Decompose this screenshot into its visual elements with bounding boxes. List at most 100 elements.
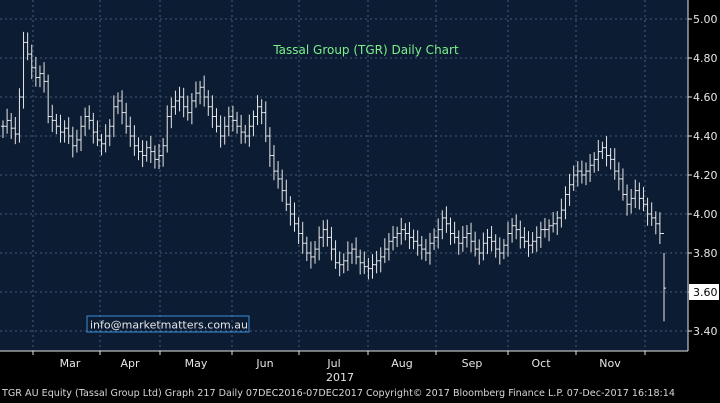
- price-bar: [132, 125, 137, 156]
- price-bar: [620, 168, 625, 201]
- price-bar: [83, 107, 88, 136]
- price-bar: [263, 101, 268, 143]
- x-tick-label: Nov: [599, 357, 621, 370]
- price-bar: [239, 114, 244, 144]
- watermark-box: [86, 315, 250, 333]
- price-bar: [226, 106, 231, 137]
- price-bar: [177, 86, 182, 112]
- price-bar: [551, 212, 556, 233]
- price-bar: [308, 241, 313, 269]
- price-bar: [251, 110, 256, 137]
- price-bar: [42, 62, 47, 93]
- price-bar: [341, 253, 346, 274]
- price-bar: [662, 233, 666, 322]
- price-bar: [1, 120, 5, 138]
- price-bar: [657, 212, 662, 244]
- price-bar: [637, 182, 642, 210]
- x-tick-label: Oct: [531, 357, 551, 370]
- price-bar: [325, 219, 330, 247]
- price-bar: [641, 186, 646, 212]
- price-bar: [58, 114, 63, 143]
- price-bar: [259, 99, 264, 125]
- price-bar: [317, 226, 322, 261]
- price-bar: [362, 251, 367, 275]
- price-bar: [571, 165, 576, 191]
- price-bar: [181, 87, 186, 118]
- watermark-text: info@marketmatters.com.au: [90, 319, 248, 332]
- price-bar: [214, 108, 219, 133]
- price-bar: [563, 186, 568, 220]
- price-bar: [382, 238, 387, 264]
- price-bar: [547, 219, 552, 242]
- price-bar: [370, 254, 375, 279]
- price-bar: [415, 230, 420, 256]
- price-bar: [288, 196, 293, 226]
- price-bar: [25, 32, 30, 61]
- price-bar: [653, 211, 658, 235]
- price-bar: [469, 222, 474, 253]
- price-bar: [157, 143, 162, 170]
- price-bar: [493, 234, 498, 258]
- price-bar: [407, 221, 412, 250]
- price-bar: [464, 225, 469, 248]
- price-bar: [452, 221, 457, 244]
- y-tick-label: 4.80: [693, 52, 718, 65]
- price-bar: [592, 152, 597, 173]
- y-axis: 5.004.804.604.404.204.003.803.603.403.60: [687, 0, 719, 351]
- price-bar: [337, 251, 342, 277]
- price-bar: [378, 247, 383, 273]
- price-bar: [296, 217, 301, 245]
- price-bar: [271, 145, 276, 181]
- chart-title: Tassal Group (TGR) Daily Chart: [272, 43, 459, 57]
- price-bar: [247, 114, 252, 147]
- price-bar: [448, 217, 453, 245]
- price-bar: [444, 206, 449, 233]
- price-bar: [559, 198, 564, 228]
- price-bar: [136, 137, 141, 161]
- price-bar: [79, 115, 84, 152]
- price-bar: [193, 81, 198, 108]
- price-bar: [481, 232, 486, 261]
- price-bar: [128, 116, 133, 147]
- price-bar: [87, 105, 92, 130]
- price-bar: [358, 249, 363, 275]
- price-bar: [321, 220, 326, 248]
- y-tick-label: 4.60: [693, 91, 718, 104]
- x-tick-label: Aug: [391, 357, 412, 370]
- price-bar: [505, 221, 510, 257]
- price-bar: [99, 133, 104, 156]
- price-bar: [66, 117, 71, 145]
- price-bar: [354, 237, 359, 265]
- price-bar: [530, 232, 535, 254]
- price-bar: [185, 95, 190, 121]
- price-bar: [575, 161, 580, 187]
- price-bar: [510, 218, 515, 243]
- price-bar: [198, 80, 203, 105]
- price-bar: [161, 138, 166, 167]
- price-bar: [423, 238, 428, 262]
- price-bar: [608, 148, 613, 170]
- price-bar: [427, 232, 432, 265]
- price-bar: [345, 241, 350, 271]
- price-bar: [596, 139, 601, 172]
- price-bar: [304, 236, 309, 262]
- price-bar: [300, 221, 305, 254]
- price-bar: [54, 113, 59, 135]
- last-price-box: [689, 284, 719, 300]
- y-tick-label: 4.40: [693, 130, 718, 143]
- price-bar: [13, 116, 18, 145]
- price-bar: [222, 116, 227, 145]
- y-tick-label: 5.00: [693, 13, 718, 26]
- price-bar: [386, 233, 391, 261]
- y-tick-label: 4.20: [693, 169, 718, 182]
- stock-price-chart: 5.004.804.604.404.204.003.803.603.403.60…: [0, 0, 719, 384]
- x-tick-label: Sep: [462, 357, 483, 370]
- price-bar: [477, 239, 482, 265]
- price-bar: [235, 111, 240, 134]
- x-year-label: 2017: [326, 371, 354, 384]
- price-bar: [140, 140, 145, 168]
- price-bar: [202, 75, 207, 107]
- price-bar: [74, 129, 79, 153]
- y-tick-label: 3.40: [693, 325, 718, 338]
- price-bar: [276, 161, 281, 189]
